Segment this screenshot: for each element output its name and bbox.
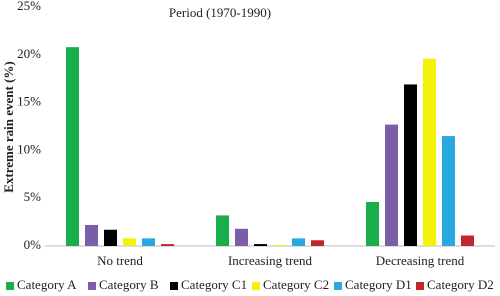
legend-swatch — [170, 282, 178, 290]
legend-label: Category C2 — [263, 277, 329, 292]
bar — [104, 229, 117, 246]
y-tick-label: 0% — [24, 237, 42, 252]
bar — [311, 240, 324, 246]
bar — [123, 238, 136, 246]
bar — [461, 235, 474, 246]
bar — [423, 58, 436, 247]
bar — [385, 124, 398, 246]
bar — [66, 47, 79, 246]
bar — [292, 238, 305, 246]
legend-swatch — [88, 282, 96, 290]
bar — [442, 136, 455, 246]
y-tick-label: 25% — [17, 0, 41, 13]
bar — [366, 202, 379, 246]
y-tick-label: 5% — [24, 189, 42, 204]
y-tick-label: 20% — [17, 46, 41, 61]
bar — [161, 244, 174, 246]
y-axis-label: Extreme rain event (%) — [1, 61, 16, 193]
chart-title: Period (1970-1990) — [169, 5, 271, 20]
bar — [404, 84, 417, 246]
bar — [235, 228, 248, 246]
legend-label: Category B — [99, 277, 159, 292]
legend-swatch — [252, 282, 260, 290]
x-tick-label: Increasing trend — [228, 253, 313, 268]
legend-label: Category D2 — [427, 277, 494, 292]
legend-swatch — [416, 282, 424, 290]
legend-label: Category C1 — [181, 277, 247, 292]
x-tick-label: Decreasing trend — [376, 253, 465, 268]
x-tick-label: No trend — [97, 253, 143, 268]
legend-label: Category D1 — [345, 277, 412, 292]
legend-swatch — [6, 282, 14, 290]
bar — [216, 215, 229, 246]
bar — [273, 245, 286, 246]
bar — [85, 224, 98, 246]
y-tick-label: 15% — [17, 94, 41, 109]
bar — [254, 244, 267, 246]
bar — [142, 238, 155, 246]
y-tick-label: 10% — [17, 141, 41, 156]
legend-swatch — [334, 282, 342, 290]
legend-label: Category A — [17, 277, 77, 292]
